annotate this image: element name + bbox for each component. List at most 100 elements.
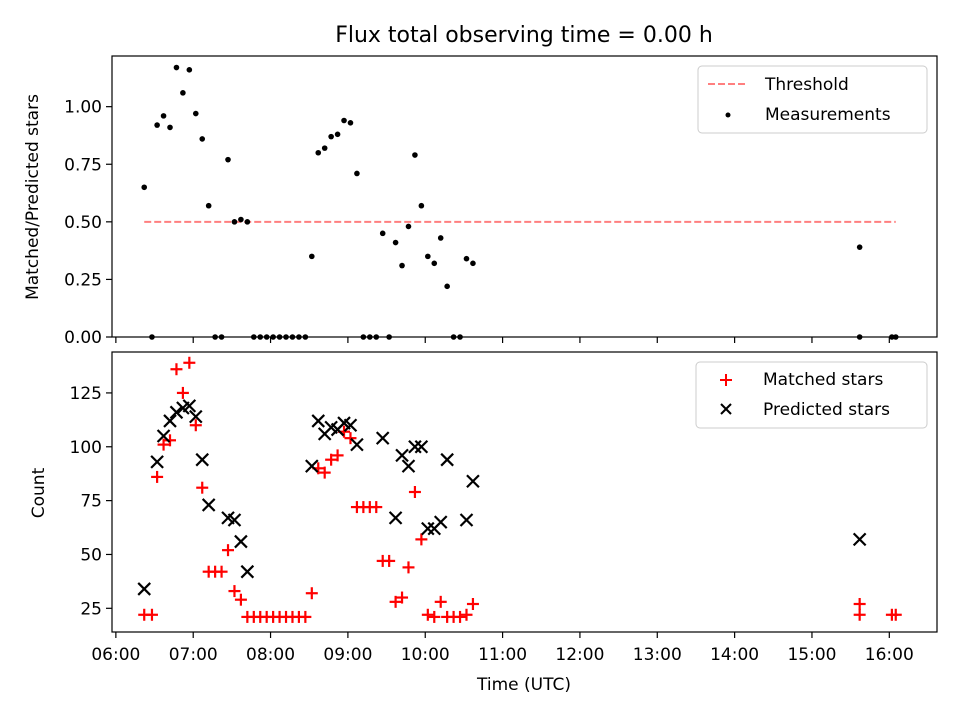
- predicted-star-point: [189, 409, 203, 424]
- matched-star-point: [176, 386, 189, 399]
- predicted-star-point: [137, 582, 152, 596]
- matched-star-point: [389, 595, 402, 608]
- top-y-tick-label: 0.25: [64, 270, 102, 290]
- matched-star-point: [466, 598, 479, 610]
- top-y-tick-label: 0.00: [64, 328, 102, 348]
- measurement-point: [444, 283, 450, 290]
- measurement-point: [412, 152, 418, 158]
- top-plot-frame: [111, 55, 938, 338]
- predicted-star-point: [156, 429, 171, 443]
- matched-star-point: [157, 438, 170, 451]
- matched-star-point: [460, 608, 473, 621]
- predicted-star-point: [459, 513, 474, 527]
- bottom-x-tick-label: 13:00: [633, 645, 682, 665]
- predicted-star-point: [195, 452, 210, 467]
- predicted-star-point: [395, 448, 409, 463]
- matched-star-point: [228, 585, 241, 598]
- matched-star-point: [183, 356, 196, 369]
- measurement-point: [856, 244, 863, 250]
- predicted-star-point: [240, 564, 255, 579]
- measurement-point: [205, 202, 212, 209]
- bottom-x-axis-ticks: 06:00 07:00 08:00 09:00 10:00 11:00 12:00 13:00…: [91, 632, 914, 665]
- matched-star-point: [454, 610, 467, 623]
- measurement-point: [321, 145, 328, 151]
- measurement-point: [167, 124, 173, 131]
- matched-star-point: [222, 544, 235, 557]
- bottom-x-tick-label: 14:00: [710, 645, 759, 665]
- matched-star-point: [305, 587, 318, 600]
- matched-star-point: [234, 593, 247, 606]
- measurement-point: [244, 219, 251, 225]
- predicted-star-point: [234, 534, 248, 549]
- bottom-y-tick-label: 125: [70, 384, 102, 404]
- bottom-x-tick-label: 09:00: [323, 645, 372, 665]
- matched-star-point: [164, 434, 177, 447]
- legend-matched-label: Matched stars: [763, 370, 883, 390]
- measurement-point: [425, 253, 431, 260]
- measurement-point: [231, 219, 238, 225]
- predicted-star-point: [201, 498, 216, 512]
- top-y-tick-label: 0.50: [64, 213, 102, 233]
- predicted-star-point: [388, 511, 403, 525]
- matched-star-point: [189, 419, 202, 432]
- bottom-x-tick-label: 10:00: [401, 645, 450, 665]
- matched-star-point: [331, 449, 344, 462]
- measurement-point: [199, 136, 206, 142]
- x-axis-label: Time (UTC): [476, 675, 571, 695]
- measurement-point: [431, 260, 438, 267]
- predicted-star-point: [150, 455, 164, 469]
- bottom-legend: Matched stars Predicted stars: [695, 361, 928, 429]
- measurement-point: [186, 67, 193, 73]
- measurement-point: [225, 156, 231, 163]
- measurement-point: [173, 64, 180, 71]
- bottom-y-tick-label: 75: [80, 492, 102, 512]
- bottom-x-tick-label: 15:00: [787, 645, 836, 665]
- measurement-point: [154, 122, 160, 128]
- measurement-point: [379, 230, 386, 237]
- matched-star-point: [402, 561, 415, 574]
- legend-matched-swatch: [720, 374, 732, 386]
- measurement-point: [309, 253, 315, 260]
- predicted-star-point: [414, 439, 429, 454]
- measurement-point: [437, 235, 444, 241]
- matched-star-point: [428, 610, 441, 623]
- matched-star-point: [196, 481, 209, 494]
- bottom-x-tick-label: 06:00: [91, 645, 140, 665]
- top-x-axis-ticks: [115, 337, 890, 343]
- bottom-x-tick-label: 16:00: [865, 645, 914, 665]
- measurement-point: [315, 149, 322, 156]
- predicted-star-point: [466, 474, 480, 489]
- top-y-axis-label: Matched/Predicted stars: [23, 94, 43, 300]
- matched-star-point: [853, 598, 866, 610]
- legend-measurements-swatch: [725, 112, 731, 118]
- predicted-star-point: [343, 418, 358, 433]
- measurement-point: [399, 262, 405, 269]
- measurement-point: [334, 131, 341, 138]
- bottom-plot-frame: [111, 351, 938, 633]
- predicted-star-point: [169, 405, 184, 420]
- measurement-point: [463, 255, 470, 262]
- matched-star-point: [396, 591, 409, 604]
- matched-star-point: [889, 608, 902, 621]
- matched-star-point: [370, 501, 383, 514]
- measurement-point: [192, 110, 199, 117]
- top-y-axis-ticks: 0.00 0.25 0.50 0.75 1.00: [64, 98, 112, 348]
- top-panel: 0.00 0.25 0.50 0.75 1.00 Matched/Predicted s…: [23, 55, 938, 348]
- matched-star-point: [299, 610, 312, 623]
- measurement-point: [328, 133, 334, 140]
- legend-predicted-label: Predicted stars: [763, 400, 890, 420]
- chart-title: Flux total observing time = 0.00 h: [335, 23, 713, 48]
- legend-predicted-swatch: [720, 403, 732, 415]
- matched-star-point: [344, 432, 357, 445]
- measurement-point: [418, 202, 425, 209]
- matched-star-point: [421, 608, 434, 621]
- bottom-y-axis-label: Count: [29, 467, 49, 518]
- predicted-star-point: [401, 459, 416, 473]
- matched-star-point: [434, 595, 447, 608]
- matched-star-point: [325, 453, 338, 466]
- predicted-star-point: [311, 414, 326, 428]
- matched-star-point: [215, 565, 228, 578]
- top-y-tick-label: 0.75: [64, 155, 102, 175]
- bottom-y-tick-label: 50: [80, 545, 102, 565]
- legend-threshold-label: Threshold: [764, 75, 849, 95]
